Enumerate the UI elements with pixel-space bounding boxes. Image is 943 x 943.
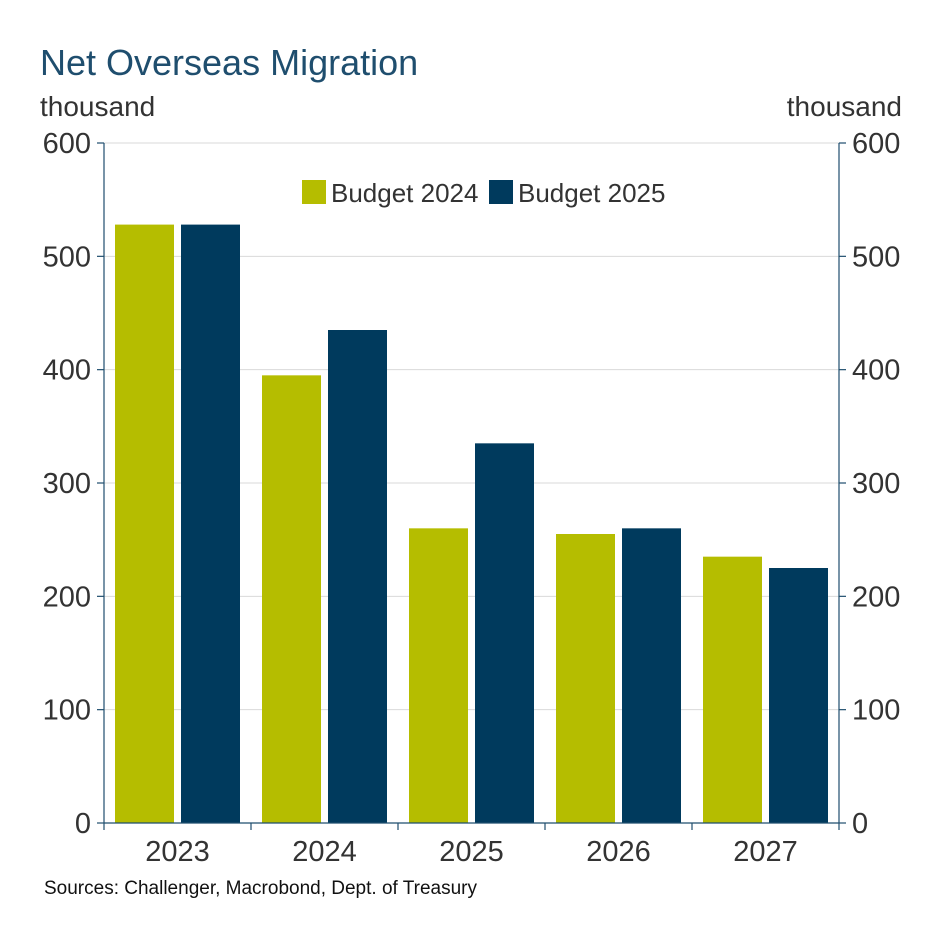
left-tick-label-600: 600 xyxy=(43,128,91,160)
chart-title: Net Overseas Migration xyxy=(40,42,418,83)
left-y-tick-labels: 0 100 200 300 400 500 600 xyxy=(43,128,91,840)
right-tick-label-500: 500 xyxy=(852,241,900,273)
bar-2023-budget-2025 xyxy=(181,224,240,824)
bar-2026-budget-2024 xyxy=(556,534,615,823)
right-tick-label-300: 300 xyxy=(852,468,900,500)
bar-2025-budget-2024 xyxy=(409,528,468,823)
right-axis-unit-label: thousand xyxy=(787,91,902,122)
bar-2024-budget-2024 xyxy=(262,375,321,823)
bar-2025-budget-2025 xyxy=(475,443,534,823)
x-tick-label-2025: 2025 xyxy=(439,836,504,868)
left-tick-label-500: 500 xyxy=(43,241,91,273)
bar-2024-budget-2025 xyxy=(328,330,387,823)
x-tick-label-2023: 2023 xyxy=(145,836,210,868)
bars-group xyxy=(115,224,828,824)
x-tick-label-2026: 2026 xyxy=(586,836,651,868)
source-note: Sources: Challenger, Macrobond, Dept. of… xyxy=(44,878,478,899)
legend-label-budget-2024: Budget 2024 xyxy=(331,178,478,208)
bar-2026-budget-2025 xyxy=(622,528,681,823)
left-tick-label-300: 300 xyxy=(43,468,91,500)
legend: Budget 2024 Budget 2025 xyxy=(302,178,665,208)
right-y-tick-labels: 0 100 200 300 400 500 600 xyxy=(852,128,900,840)
bar-2027-budget-2024 xyxy=(703,556,762,823)
right-tick-label-0: 0 xyxy=(852,808,868,840)
bar-2027-budget-2025 xyxy=(769,568,828,823)
x-tick-label-2027: 2027 xyxy=(733,836,798,868)
x-tick-labels: 2023 2024 2025 2026 2027 xyxy=(145,836,798,868)
right-tick-label-100: 100 xyxy=(852,695,900,727)
legend-label-budget-2025: Budget 2025 xyxy=(518,178,665,208)
right-tick-label-600: 600 xyxy=(852,128,900,160)
left-axis-unit-label: thousand xyxy=(40,91,155,122)
left-tick-label-400: 400 xyxy=(43,355,91,387)
bar-2023-budget-2024 xyxy=(115,224,174,824)
left-tick-label-100: 100 xyxy=(43,695,91,727)
left-tick-label-200: 200 xyxy=(43,581,91,613)
x-tick-label-2024: 2024 xyxy=(292,836,357,868)
right-tick-label-200: 200 xyxy=(852,581,900,613)
axes-group xyxy=(97,142,846,830)
legend-swatch-budget-2025 xyxy=(489,180,513,204)
left-tick-label-0: 0 xyxy=(75,808,91,840)
legend-swatch-budget-2024 xyxy=(302,180,326,204)
right-tick-label-400: 400 xyxy=(852,355,900,387)
